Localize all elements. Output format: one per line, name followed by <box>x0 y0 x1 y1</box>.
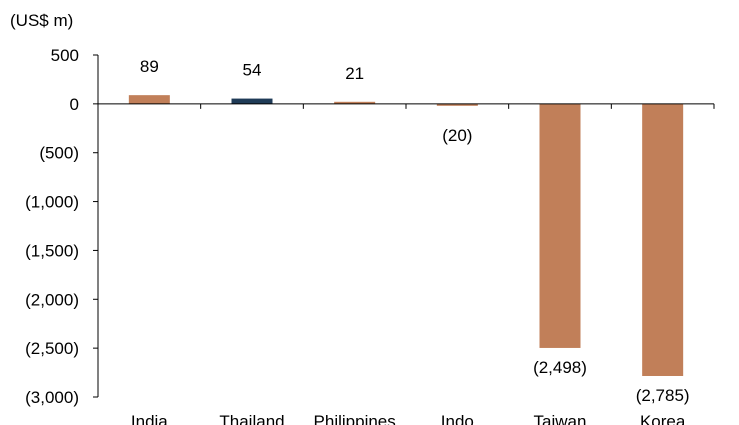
category-labels: India Thailand Philippines Indo Taiwan Korea <box>131 412 686 425</box>
data-label-korea: (2,785) <box>636 386 690 405</box>
category-label-india: India <box>131 412 168 425</box>
category-label-philippines: Philippines <box>314 412 396 425</box>
y-tick-label: (1,500) <box>25 241 79 260</box>
y-axis: 500 0 (500) (1,000) (1,500) (2,000) (2,500) (3,… <box>25 46 99 407</box>
data-labels: 89 54 21 (20) (2,498) (2,785) <box>140 57 690 405</box>
bar-india <box>128 95 170 104</box>
data-label-indo: (20) <box>442 126 472 145</box>
data-label-taiwan: (2,498) <box>533 358 587 377</box>
category-label-korea: Korea <box>640 412 686 425</box>
bar-philippines <box>334 101 376 104</box>
data-label-philippines: 21 <box>345 64 364 83</box>
category-label-taiwan: Taiwan <box>534 412 587 425</box>
y-tick-label: (500) <box>39 144 79 163</box>
y-tick-label: (2,000) <box>25 290 79 309</box>
bars <box>128 95 684 376</box>
data-label-india: 89 <box>140 57 159 76</box>
x-axis <box>98 103 715 109</box>
bar-indo <box>436 103 478 106</box>
bar-korea <box>642 103 684 376</box>
bar-taiwan <box>539 103 581 348</box>
category-label-indo: Indo <box>441 412 474 425</box>
y-tick-label: (2,500) <box>25 339 79 358</box>
y-tick-label: 500 <box>51 46 79 65</box>
y-tick-label: 0 <box>70 95 79 114</box>
y-tick-label: (3,000) <box>25 388 79 407</box>
unit-label: (US$ m) <box>10 11 73 30</box>
y-tick-label: (1,000) <box>25 193 79 212</box>
category-label-thailand: Thailand <box>219 412 284 425</box>
bar-thailand <box>231 98 273 104</box>
data-label-thailand: 54 <box>243 61 262 80</box>
